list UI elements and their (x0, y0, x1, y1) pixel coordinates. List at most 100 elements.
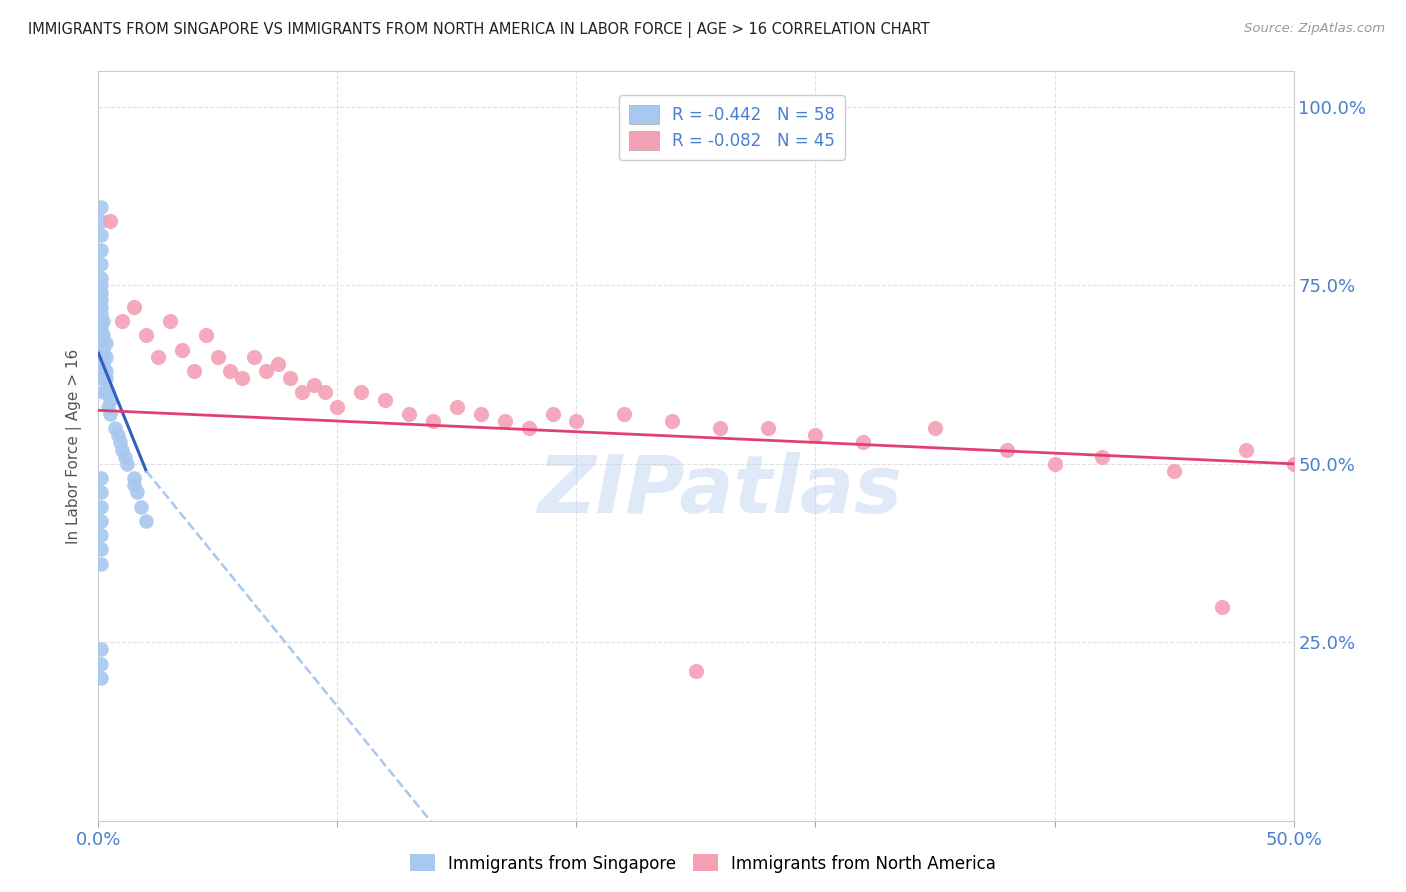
Point (98, 407, 122, 421)
Point (90, 528, 112, 542)
Point (90, 285, 112, 300)
Point (172, 343, 194, 357)
Point (541, 407, 564, 421)
Point (131, 500, 153, 514)
Text: IMMIGRANTS FROM SINGAPORE VS IMMIGRANTS FROM NORTH AMERICA IN LABOR FORCE | AGE : IMMIGRANTS FROM SINGAPORE VS IMMIGRANTS … (28, 22, 929, 38)
Point (94, 385, 117, 400)
Point (159, 314, 181, 328)
Point (104, 421, 127, 435)
Point (90, 314, 112, 328)
Point (398, 407, 420, 421)
Point (94, 350, 117, 364)
Point (90, 500, 112, 514)
Point (302, 378, 325, 392)
Point (90, 371, 112, 385)
Point (97, 400, 120, 414)
Point (90, 642, 112, 657)
Point (114, 450, 136, 464)
Point (107, 428, 129, 442)
Point (90, 364, 112, 378)
Point (94, 335, 117, 350)
Point (91, 385, 114, 400)
Point (94, 364, 117, 378)
Point (207, 350, 229, 364)
Point (90, 343, 112, 357)
Point (135, 514, 157, 528)
Point (709, 421, 731, 435)
Text: Source: ZipAtlas.com: Source: ZipAtlas.com (1244, 22, 1385, 36)
Point (90, 243, 112, 257)
Point (267, 357, 290, 371)
Point (195, 328, 218, 343)
Point (517, 421, 540, 435)
Point (852, 435, 875, 450)
Legend: R = -0.442   N = 58, R = -0.082   N = 45: R = -0.442 N = 58, R = -0.082 N = 45 (619, 95, 845, 160)
Point (90, 200, 112, 214)
Point (1211, 599, 1233, 614)
Point (90, 471, 112, 485)
Point (90, 485, 112, 500)
Point (97, 385, 120, 400)
Point (90, 228, 112, 243)
Point (90, 671, 112, 685)
Point (804, 428, 827, 442)
Point (111, 314, 134, 328)
Point (1043, 457, 1066, 471)
Point (91, 328, 114, 343)
Point (135, 328, 157, 343)
Point (91, 357, 114, 371)
Point (90, 214, 112, 228)
Point (124, 471, 146, 485)
Point (94, 371, 117, 385)
Point (90, 257, 112, 271)
Point (91, 364, 114, 378)
Y-axis label: In Labor Force | Age > 16: In Labor Force | Age > 16 (66, 349, 83, 543)
Point (1282, 457, 1305, 471)
Point (90, 335, 112, 350)
Text: ZIPatlas: ZIPatlas (537, 452, 903, 530)
Point (98, 392, 122, 407)
Point (1163, 464, 1185, 478)
Point (685, 664, 707, 678)
Point (565, 414, 588, 428)
Point (291, 385, 314, 400)
Point (315, 385, 337, 400)
Point (231, 371, 253, 385)
Legend: Immigrants from Singapore, Immigrants from North America: Immigrants from Singapore, Immigrants fr… (404, 847, 1002, 880)
Point (1234, 442, 1257, 457)
Point (254, 364, 277, 378)
Point (108, 435, 131, 450)
Point (90, 278, 112, 293)
Point (326, 400, 349, 414)
Point (91, 314, 114, 328)
Point (494, 414, 516, 428)
Point (995, 442, 1018, 457)
Point (422, 414, 444, 428)
Point (90, 321, 112, 335)
Point (90, 514, 112, 528)
Point (91, 343, 114, 357)
Point (90, 542, 112, 557)
Point (90, 350, 112, 364)
Point (613, 407, 636, 421)
Point (278, 371, 301, 385)
Point (374, 392, 396, 407)
Point (115, 457, 138, 471)
Point (91, 335, 114, 350)
Point (148, 350, 170, 364)
Point (91, 350, 114, 364)
Point (125, 485, 148, 500)
Point (350, 385, 373, 400)
Point (90, 271, 112, 285)
Point (90, 328, 112, 343)
Point (90, 293, 112, 307)
Point (90, 307, 112, 321)
Point (98, 214, 122, 228)
Point (111, 442, 134, 457)
Point (90, 657, 112, 671)
Point (90, 557, 112, 571)
Point (470, 407, 492, 421)
Point (124, 300, 146, 314)
Point (91, 371, 114, 385)
Point (243, 350, 266, 364)
